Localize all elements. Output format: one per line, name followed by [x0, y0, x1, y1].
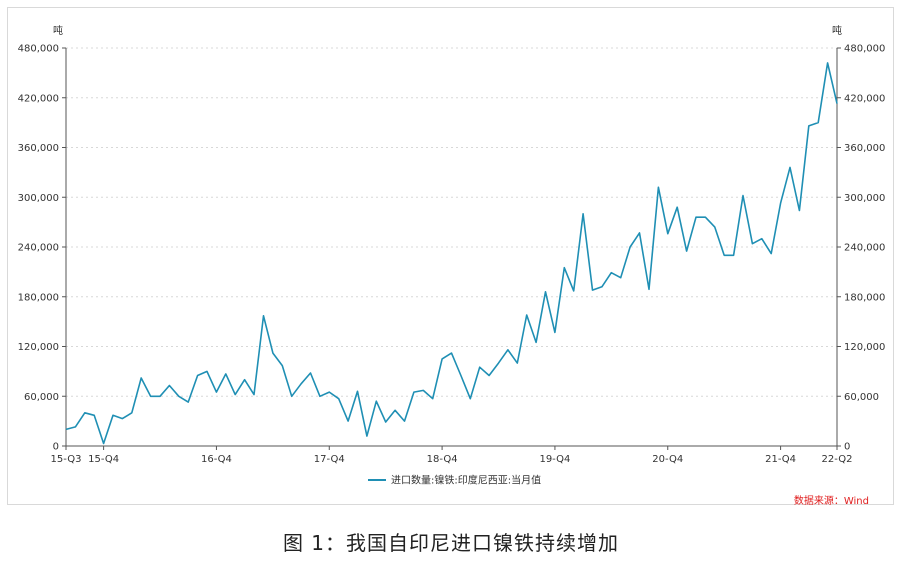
y-tick-label-left: 420,000 [18, 93, 59, 104]
y-tick-label-left: 240,000 [18, 243, 59, 254]
source-note: 数据来源：Wind [793, 496, 869, 507]
y-tick-label-left: 60,000 [24, 392, 59, 403]
figure-caption: 图 1：我国自印尼进口镍铁持续增加 [282, 531, 620, 555]
x-tick-label: 18-Q4 [427, 454, 458, 465]
y-tick-label-right: 240,000 [844, 243, 885, 254]
x-tick-label: 19-Q4 [539, 454, 570, 465]
y-tick-label-left: 120,000 [18, 342, 59, 353]
chart-frame: 0 0 60,000 60,000 120,000 120,000 180,000 180,0… [7, 7, 894, 507]
series-line [65, 62, 838, 445]
legend-label: 进口数量:镍铁:印度尼西亚:当月值 [391, 474, 541, 487]
y-tick-label-left: 300,000 [18, 193, 59, 204]
y-tick-label-right: 360,000 [844, 143, 885, 154]
y-tick-label-right: 0 [844, 442, 850, 453]
y-tick-label-left: 0 [53, 442, 59, 453]
y-tick-label-right: 420,000 [844, 93, 885, 104]
y-tick-label-right: 180,000 [844, 292, 885, 303]
x-tick-label: 15-Q3 [51, 454, 82, 465]
y-tick-label-right: 60,000 [844, 392, 879, 403]
y-tick-label-left: 180,000 [18, 292, 59, 303]
x-tick-label: 22-Q2 [822, 454, 853, 465]
x-tick-label: 20-Q4 [652, 454, 683, 465]
y-tick-label-right: 120,000 [844, 342, 885, 353]
x-tick-label: 15-Q4 [88, 454, 119, 465]
y-unit-left: 吨 [53, 24, 63, 37]
line-chart: 0 0 60,000 60,000 120,000 120,000 180,000 180,0… [18, 24, 886, 487]
x-tick-label: 17-Q4 [314, 454, 345, 465]
y-tick-label-left: 480,000 [18, 44, 59, 55]
y-tick-label-left: 360,000 [18, 143, 59, 154]
y-tick-label-right: 480,000 [844, 44, 885, 55]
y-tick-label-right: 300,000 [844, 193, 885, 204]
x-tick-label: 16-Q4 [201, 454, 232, 465]
y-unit-right: 吨 [832, 24, 842, 37]
x-tick-label: 21-Q4 [765, 454, 796, 465]
